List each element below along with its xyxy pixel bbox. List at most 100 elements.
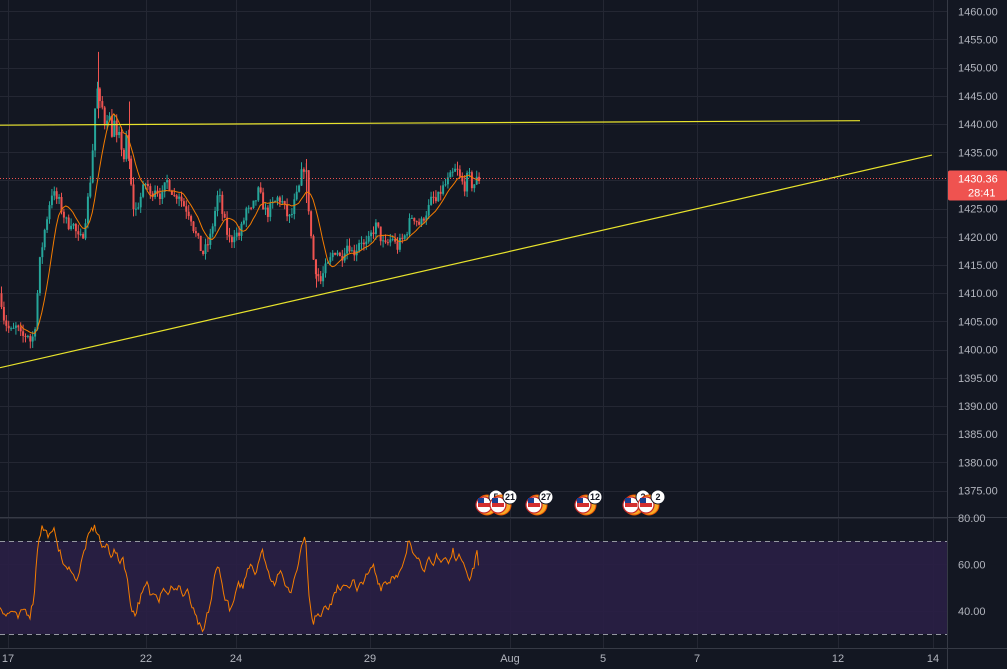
candle-body: [463, 181, 466, 192]
candle-body: [302, 169, 305, 172]
candle-body: [382, 240, 385, 242]
candle-body: [214, 210, 217, 227]
candle-body: [281, 201, 284, 203]
price-axis-label: 1400.00: [958, 345, 998, 357]
candle-body: [307, 170, 310, 212]
candle-body: [242, 220, 245, 224]
event-flag[interactable]: 2: [637, 489, 666, 516]
candle-body: [10, 328, 13, 330]
rsi-axis-label: 80.00: [958, 513, 986, 525]
candle-body: [458, 169, 461, 177]
candle-body: [142, 184, 145, 197]
candle-body: [348, 245, 351, 252]
flag-stripe: [577, 503, 589, 507]
event-flag[interactable]: 12: [574, 489, 603, 516]
candle-body: [427, 204, 430, 216]
candle-body: [319, 276, 322, 282]
candle-body: [418, 221, 421, 225]
candle-body: [293, 199, 296, 215]
candle-body: [252, 200, 255, 208]
candle-body: [425, 215, 428, 221]
candle-body: [451, 171, 454, 173]
candle-body: [374, 222, 377, 234]
price-axis-label: 1375.00: [958, 486, 998, 498]
candle-body: [178, 196, 181, 199]
candle-body: [262, 192, 265, 210]
candle-body: [420, 218, 423, 225]
candle-body: [24, 335, 27, 337]
candle-body: [358, 243, 361, 251]
candle-body: [317, 274, 320, 277]
candle-body: [149, 186, 152, 194]
flag-canton: [528, 498, 534, 503]
candle-body: [12, 327, 15, 329]
candle-body: [228, 234, 231, 237]
trendline: [0, 120, 861, 126]
candle-body: [62, 211, 65, 218]
event-count: 2: [655, 492, 660, 502]
candle-body: [367, 236, 370, 242]
candle-body: [108, 115, 111, 121]
flag-canton: [640, 498, 646, 503]
candle-body: [89, 182, 92, 197]
candle-body: [295, 191, 298, 200]
candle-body: [50, 195, 53, 206]
event-flag[interactable]: 21: [489, 489, 518, 516]
candle-body: [132, 184, 135, 210]
candle-body: [298, 185, 301, 192]
candle-body: [475, 176, 478, 185]
candle-body: [396, 241, 399, 250]
candle-body: [98, 88, 101, 102]
candle-body: [146, 183, 149, 187]
candle-body: [77, 231, 80, 235]
candle-body: [346, 245, 349, 254]
trendline: [0, 154, 933, 369]
flag-stripe: [492, 503, 504, 507]
candle-body: [403, 235, 406, 239]
candle-body: [264, 207, 267, 210]
candle-body: [182, 201, 185, 207]
rsi-band: [0, 541, 947, 635]
candle-body: [5, 320, 8, 326]
candle-body: [384, 240, 387, 243]
candle-body: [312, 236, 315, 260]
candle-body: [470, 172, 473, 189]
candle-body: [197, 233, 200, 236]
event-count: 27: [541, 492, 551, 502]
candle-body: [288, 214, 291, 217]
candle-body: [125, 135, 128, 160]
price-axis-label: 1450.00: [958, 63, 998, 75]
event-flag[interactable]: 27: [525, 489, 554, 516]
candle-body: [38, 257, 41, 294]
candle-body: [211, 226, 214, 234]
candle-body: [437, 191, 440, 202]
candle-body: [29, 335, 32, 342]
event-count: 12: [590, 492, 600, 502]
flag-canton: [492, 498, 498, 503]
flag-stripe: [640, 503, 652, 507]
candle-body: [283, 201, 286, 205]
candle-body: [310, 211, 313, 237]
candle-body: [115, 120, 118, 136]
candle-body: [410, 217, 413, 219]
candle-body: [41, 247, 44, 258]
candle-body: [17, 325, 20, 328]
candle-body: [269, 203, 272, 217]
candle-body: [84, 223, 87, 239]
candle-body: [300, 169, 303, 186]
rsi-band-fill: [0, 541, 947, 635]
candle-body: [137, 207, 140, 209]
candle-body: [422, 218, 425, 221]
candle-body: [391, 238, 394, 240]
candle-body: [173, 194, 176, 196]
economic-events[interactable]: 521271222: [475, 489, 666, 516]
trendlines[interactable]: [0, 120, 933, 369]
candle-body: [86, 196, 89, 224]
price-axis-label: 1385.00: [958, 429, 998, 441]
candle-body: [151, 193, 154, 198]
candle-body: [60, 196, 63, 212]
candle-body: [379, 226, 382, 242]
candle-body: [274, 200, 277, 203]
candle-body: [199, 235, 202, 251]
